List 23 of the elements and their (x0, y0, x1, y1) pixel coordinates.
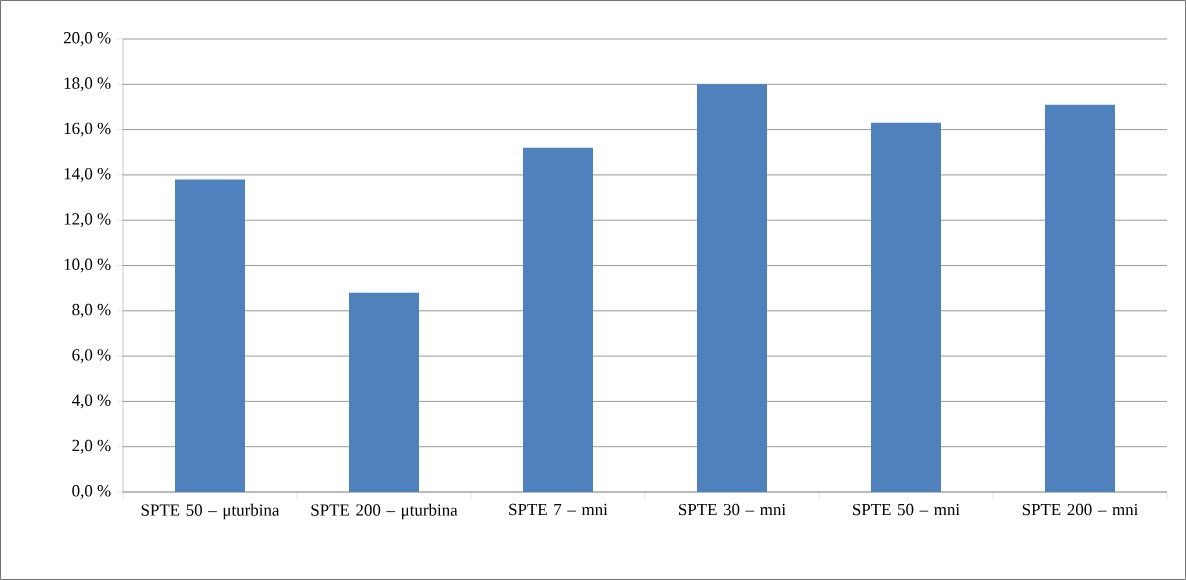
y-tick-label: 6,0 % (72, 349, 111, 364)
y-tick-label: 20,0 % (63, 32, 111, 46)
x-tick-label: SPTE 200 – μturbina (311, 503, 458, 520)
x-tick-label: SPTE 50 – mni (853, 503, 960, 516)
bar (697, 84, 768, 492)
y-tick-label: 10,0 % (64, 258, 111, 273)
y-tick-label: 18,0 % (64, 77, 111, 92)
bar (523, 147, 593, 492)
y-tick-label: 14,0 % (64, 167, 111, 182)
x-tick-label: SPTE 50 – μturbina (141, 503, 280, 520)
y-tick-label: 8,0 % (72, 303, 111, 318)
y-tick-label: 0,0 % (72, 485, 111, 499)
bar (349, 292, 419, 492)
y-tick-label: 4,0 % (71, 394, 111, 409)
y-tick-label: 16,0 % (64, 122, 111, 137)
y-tick-label: 12,0 % (64, 213, 111, 228)
y-tick-label: 2,0 % (72, 439, 111, 454)
bar (175, 179, 245, 492)
x-tick-label: SPTE 30 – mni (679, 503, 786, 516)
bar (1045, 104, 1116, 492)
x-tick-label: SPTE 7 – mni (509, 503, 608, 516)
bar (871, 122, 942, 492)
x-tick-label: SPTE 200 – mni (1022, 503, 1139, 516)
